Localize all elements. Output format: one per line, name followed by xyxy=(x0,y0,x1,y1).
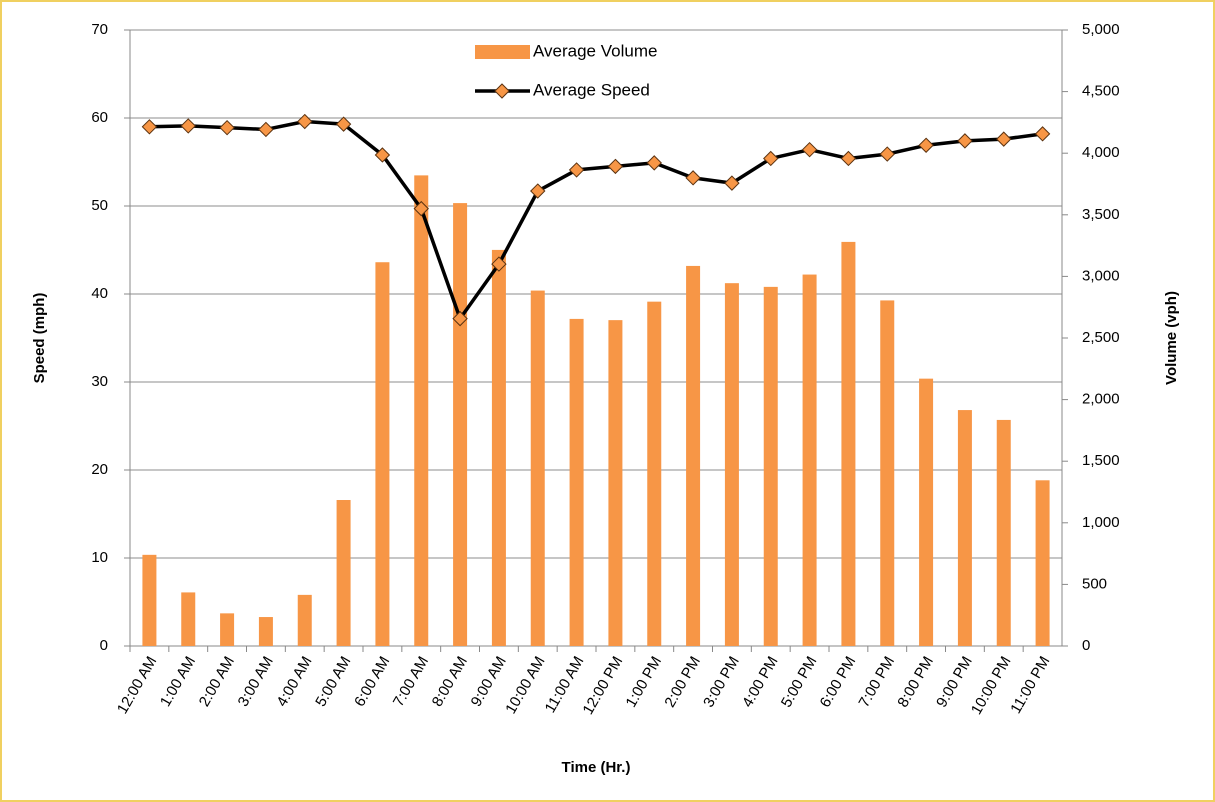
bar xyxy=(491,249,506,647)
y-tick-label: 20 xyxy=(91,461,108,478)
marker xyxy=(219,119,235,136)
marker xyxy=(646,155,662,171)
bar xyxy=(569,318,584,646)
marker xyxy=(801,141,818,158)
marker xyxy=(335,116,352,132)
bar xyxy=(919,378,934,646)
bar xyxy=(414,175,429,646)
x-axis-title: Time (Hr.) xyxy=(562,759,631,776)
y2-tick-label: 1,500 xyxy=(1082,452,1120,469)
marker xyxy=(763,150,779,167)
bar xyxy=(336,500,351,646)
line xyxy=(149,119,1043,321)
bar xyxy=(841,241,856,647)
marker xyxy=(918,137,934,153)
marker xyxy=(568,162,585,178)
marker xyxy=(374,147,391,163)
legend-swatch xyxy=(475,45,530,59)
marker xyxy=(141,119,158,135)
y-tick-label: 40 xyxy=(91,285,108,302)
marker xyxy=(685,170,701,186)
bar xyxy=(647,301,662,646)
bar xyxy=(608,320,623,646)
y-tick-label: 10 xyxy=(91,549,108,566)
marker xyxy=(879,146,895,162)
bar xyxy=(957,410,972,646)
y2-tick-label: 2,000 xyxy=(1082,391,1120,408)
bar xyxy=(258,617,273,646)
bar xyxy=(297,594,312,646)
legend-label: Average Volume xyxy=(533,41,657,60)
y2-tick-label: 0 xyxy=(1082,637,1090,654)
y-tick-label: 60 xyxy=(91,109,108,126)
y2-axis-title: Volume (vph) xyxy=(1163,291,1180,385)
marker xyxy=(180,118,196,134)
legend-label: Average Speed xyxy=(533,80,650,99)
marker xyxy=(996,131,1012,147)
bar xyxy=(375,262,390,646)
bar xyxy=(763,286,778,646)
marker xyxy=(607,158,624,175)
y2-tick-label: 4,500 xyxy=(1082,83,1120,100)
y2-tick-label: 3,000 xyxy=(1082,267,1120,284)
y-tick-label: 30 xyxy=(91,373,108,390)
bar xyxy=(1035,480,1050,646)
marker xyxy=(413,200,429,217)
y2-tick-label: 3,500 xyxy=(1082,206,1120,223)
marker xyxy=(258,121,274,138)
bar xyxy=(220,613,235,646)
bar xyxy=(880,300,895,646)
bar xyxy=(724,283,739,646)
bar xyxy=(142,554,157,646)
y-axis-title: Speed (mph) xyxy=(31,293,48,384)
y2-tick-label: 4,000 xyxy=(1082,144,1120,161)
bar xyxy=(802,274,817,646)
bar xyxy=(453,203,468,646)
y-tick-label: 50 xyxy=(91,197,108,214)
marker xyxy=(530,183,546,199)
bar xyxy=(530,290,545,646)
marker xyxy=(840,150,857,167)
marker xyxy=(1034,126,1051,142)
y2-tick-label: 1,000 xyxy=(1082,514,1120,531)
y-tick-label: 70 xyxy=(91,21,108,38)
legend-marker xyxy=(494,83,510,99)
bar xyxy=(686,265,701,646)
bar xyxy=(996,419,1011,646)
marker xyxy=(491,256,507,272)
bar xyxy=(181,592,196,646)
marker xyxy=(452,310,468,327)
y2-tick-label: 2,500 xyxy=(1082,329,1120,346)
y2-tick-label: 5,000 xyxy=(1082,21,1120,38)
marker xyxy=(957,133,973,149)
marker xyxy=(297,113,313,130)
y2-tick-label: 500 xyxy=(1082,575,1107,592)
marker xyxy=(724,175,740,191)
y-tick-label: 0 xyxy=(100,637,108,654)
